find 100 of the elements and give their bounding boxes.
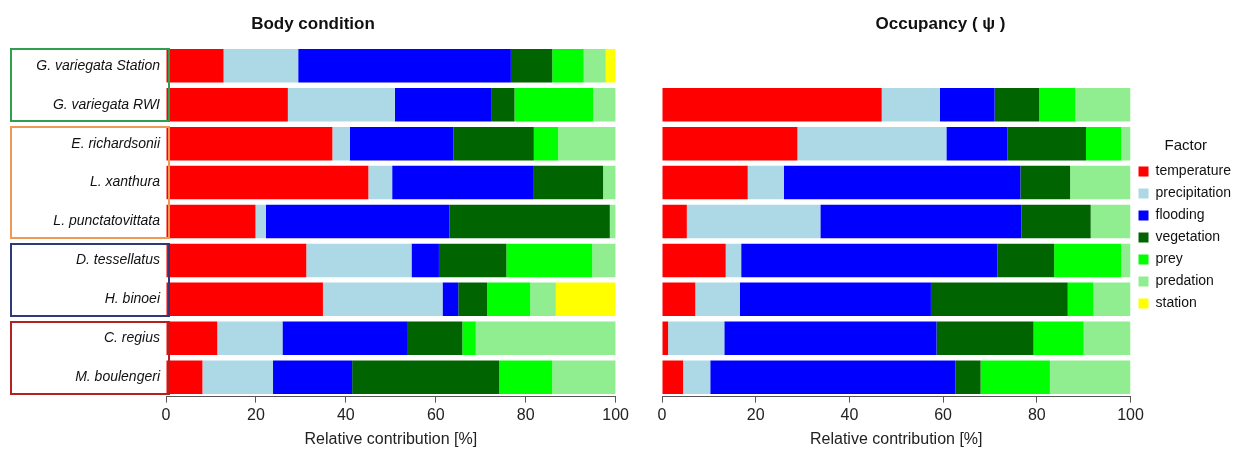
- chart-title: Occupancy ( ψ ): [875, 13, 1006, 33]
- bar: [499, 360, 553, 394]
- bar: [797, 126, 947, 161]
- bar: [668, 321, 725, 355]
- bar: [552, 360, 616, 394]
- bar: [223, 49, 299, 83]
- bar: [287, 88, 395, 122]
- x-tick-label: 60: [426, 405, 445, 423]
- bar: [1090, 204, 1131, 239]
- bar: [747, 165, 784, 200]
- bar: [603, 165, 616, 200]
- x-tick-label: 100: [602, 405, 630, 423]
- legend-label: predation: [1155, 272, 1214, 289]
- chart-title: Body condition: [251, 13, 375, 33]
- y-tick-label: M. boulengeri: [75, 368, 161, 385]
- bar: [487, 282, 531, 317]
- x-tick-label: 20: [247, 405, 265, 423]
- bar: [166, 321, 218, 355]
- legend-title: Factor: [1164, 136, 1208, 154]
- bar: [306, 243, 412, 278]
- y-tick-label: G. variegata RWI: [52, 95, 161, 112]
- bar: [936, 321, 1034, 355]
- bar: [349, 126, 454, 161]
- bar: [1070, 165, 1131, 200]
- x-tick-label: 80: [1027, 405, 1046, 423]
- bar: [592, 243, 616, 278]
- bar: [820, 204, 1022, 239]
- bar: [662, 243, 726, 278]
- bar: [593, 88, 616, 122]
- bar: [662, 165, 748, 200]
- bar: [166, 243, 307, 278]
- bar: [394, 88, 492, 122]
- bar: [368, 165, 393, 200]
- bar: [662, 126, 798, 161]
- bar: [955, 360, 981, 394]
- bar: [510, 49, 553, 83]
- bar: [166, 126, 333, 161]
- bar: [605, 49, 616, 83]
- bar: [322, 282, 443, 317]
- bar: [662, 282, 696, 317]
- legend-label: station: [1155, 294, 1197, 311]
- bar: [506, 243, 593, 278]
- bar: [217, 321, 283, 355]
- bar: [724, 321, 937, 355]
- x-tick-label: 80: [516, 405, 535, 423]
- x-tick-label: 100: [1117, 405, 1144, 423]
- bar: [533, 126, 559, 161]
- bar: [166, 49, 224, 83]
- bar: [1093, 282, 1131, 317]
- bar: [1083, 321, 1131, 355]
- x-axis-title: Relative contribution [%]: [304, 429, 478, 447]
- x-axis-title: Relative contribution [%]: [809, 429, 983, 447]
- bar: [1039, 88, 1076, 122]
- bar: [997, 243, 1055, 278]
- y-tick-label: E. richardsonii: [71, 134, 161, 151]
- bar: [1054, 243, 1122, 278]
- x-tick-label: 40: [840, 405, 859, 423]
- bar: [1121, 126, 1131, 161]
- legend-label: flooding: [1155, 206, 1205, 223]
- x-tick-label: 60: [934, 405, 953, 423]
- bar: [1067, 282, 1094, 317]
- bar: [1075, 88, 1131, 122]
- x-tick-label: 20: [746, 405, 765, 423]
- bar: [282, 321, 408, 355]
- bar: [930, 282, 1068, 317]
- y-tick-label: G. variegata Station: [36, 56, 161, 73]
- bar: [1049, 360, 1131, 394]
- bar: [881, 88, 940, 122]
- bar: [1086, 126, 1122, 161]
- y-tick-label: D. tessellatus: [75, 251, 160, 268]
- bar: [558, 126, 616, 161]
- bar: [166, 165, 369, 200]
- bar: [533, 165, 604, 200]
- bar: [273, 360, 353, 394]
- bar: [739, 282, 931, 317]
- legend-label: vegetation: [1155, 228, 1221, 245]
- bar: [1121, 243, 1131, 278]
- bar: [475, 321, 616, 355]
- bar: [1033, 321, 1084, 355]
- y-tick-label: L. xanthura: [89, 173, 161, 190]
- y-tick-label: C. regius: [103, 329, 160, 346]
- bar: [453, 126, 534, 161]
- bar: [662, 204, 687, 239]
- bar: [298, 49, 511, 83]
- bar: [438, 243, 507, 278]
- bar: [407, 321, 463, 355]
- bar: [662, 88, 882, 122]
- bar: [332, 126, 350, 161]
- bar: [662, 360, 684, 394]
- bar: [980, 360, 1050, 394]
- bar: [411, 243, 439, 278]
- x-tick-label: 40: [336, 405, 355, 423]
- bar: [352, 360, 500, 394]
- bar: [686, 204, 821, 239]
- bar: [202, 360, 274, 394]
- bar: [783, 165, 1021, 200]
- bar: [530, 282, 556, 317]
- bar: [552, 49, 584, 83]
- legend-label: prey: [1155, 250, 1183, 267]
- bar: [166, 88, 288, 122]
